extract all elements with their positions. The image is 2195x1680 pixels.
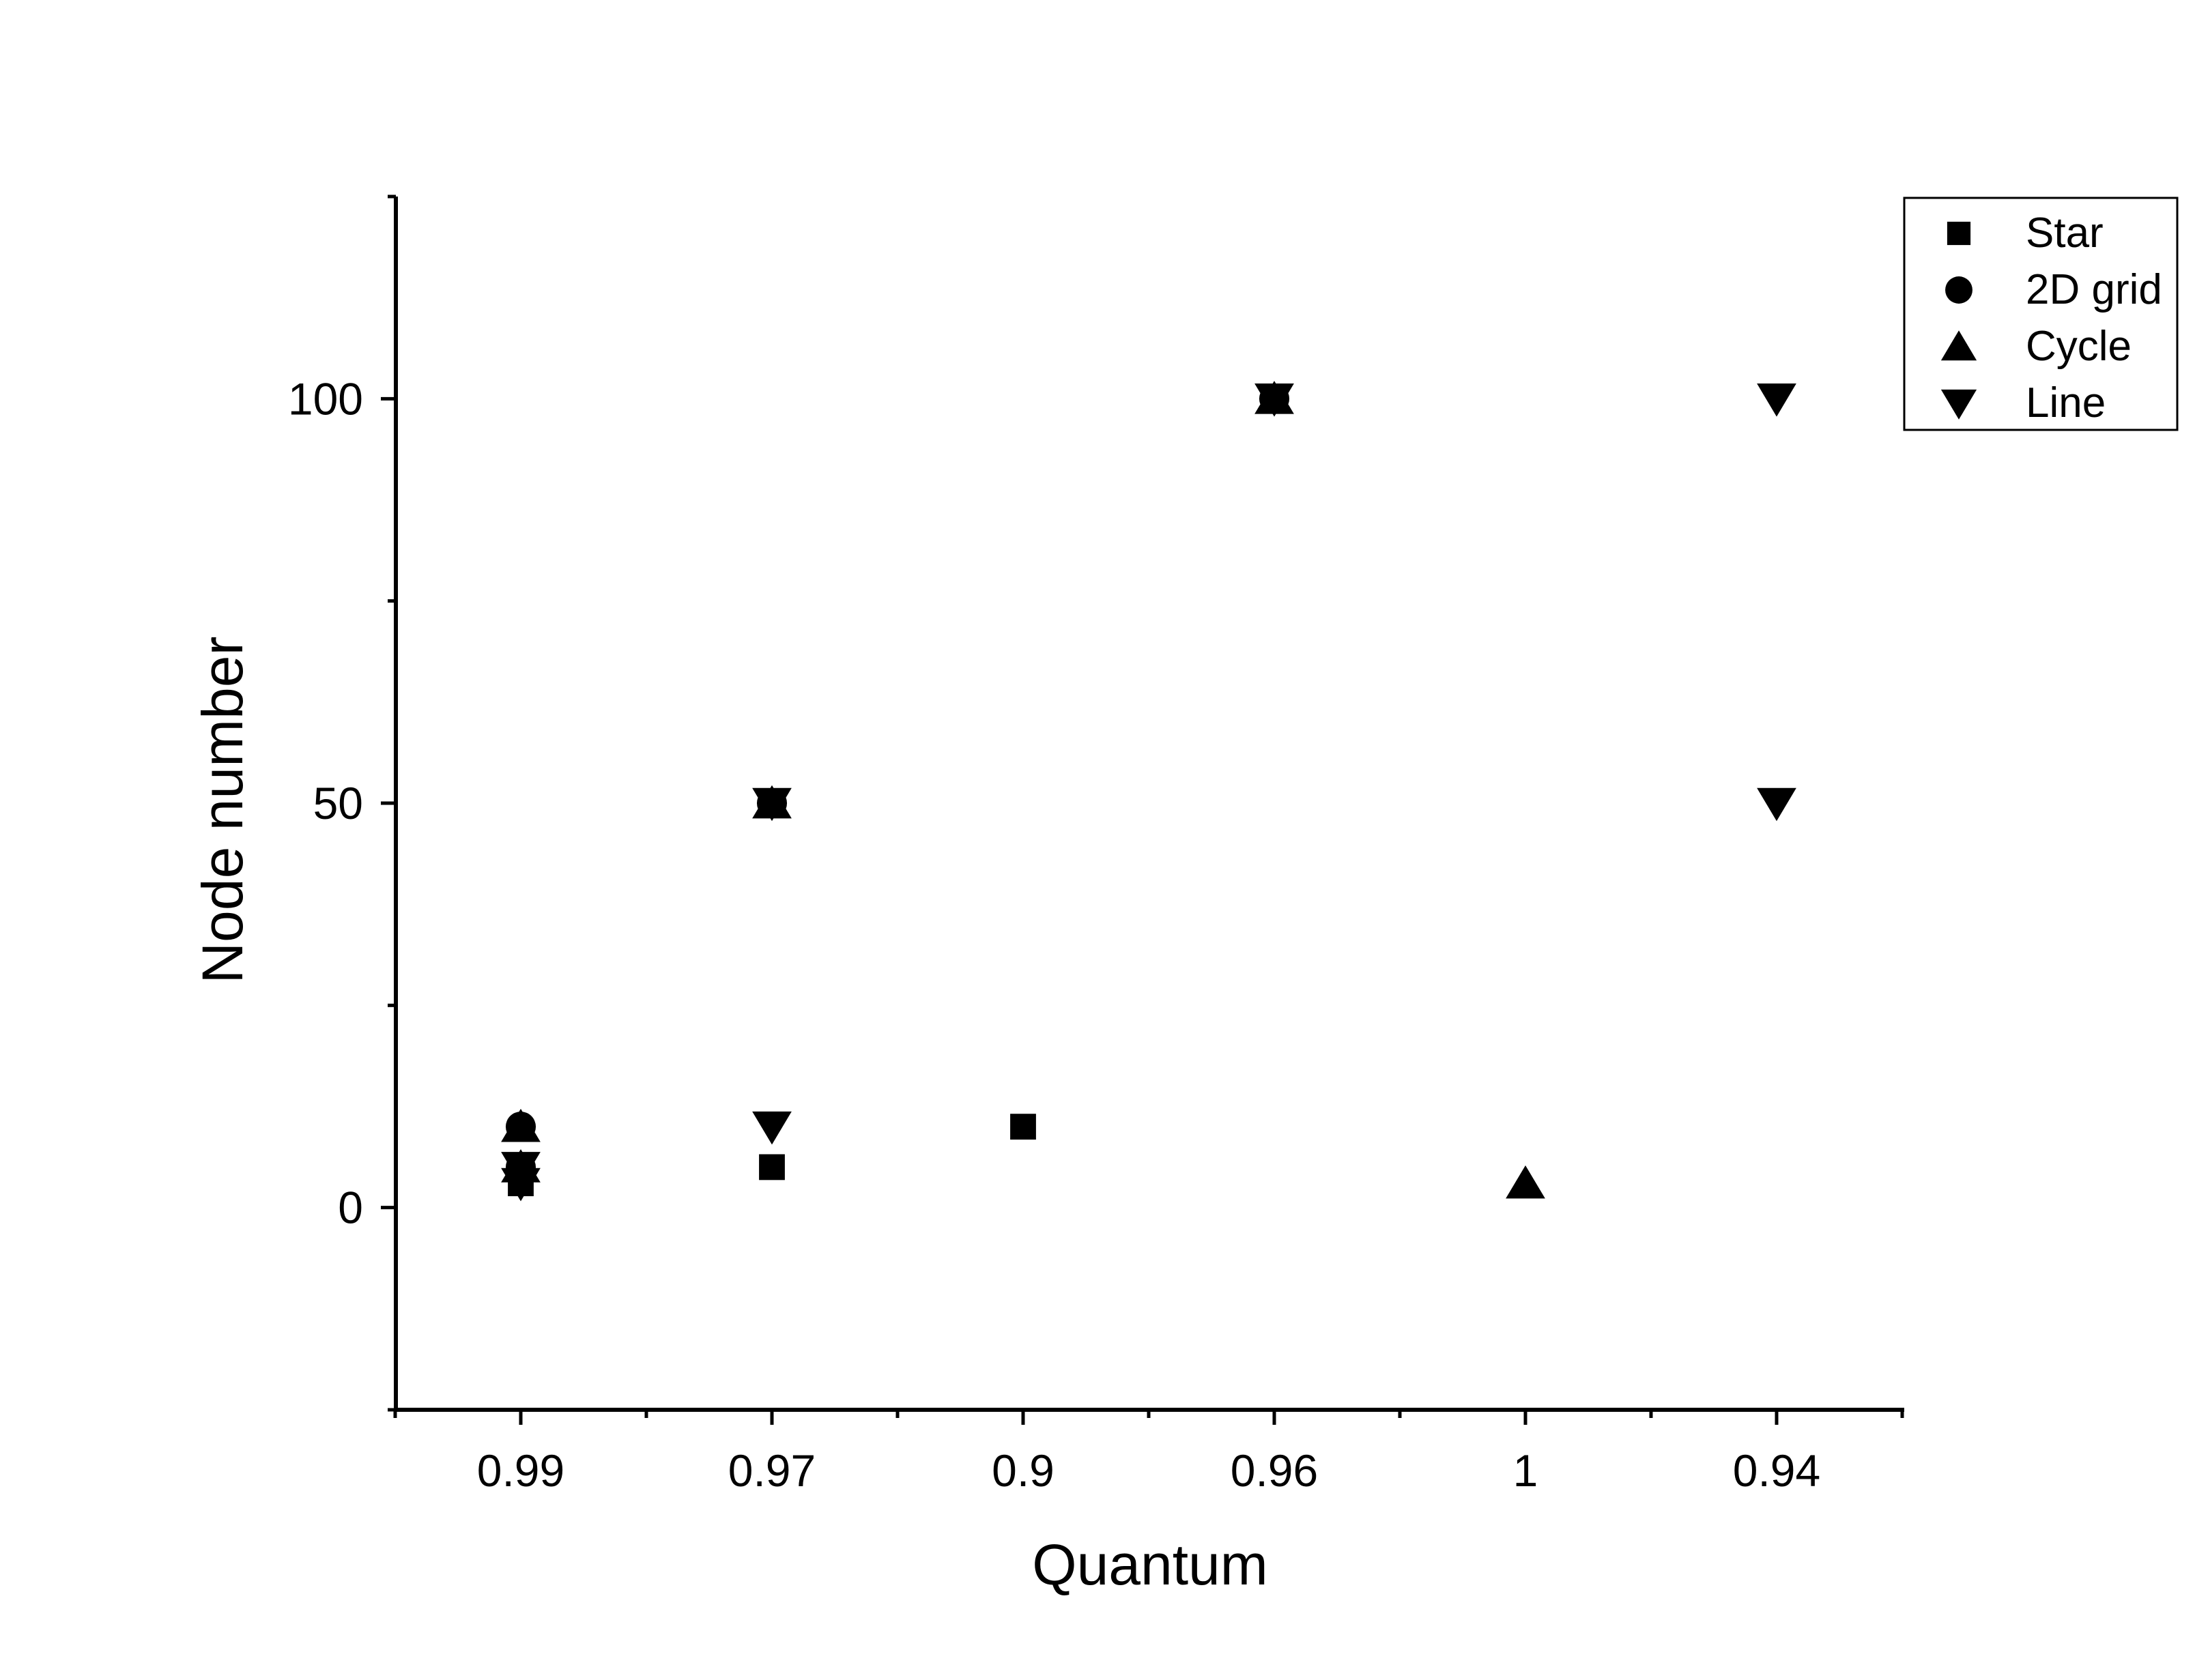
data-point-star: [759, 1154, 785, 1181]
legend-marker-star: [1947, 221, 1971, 246]
data-point-line: [501, 1152, 541, 1185]
x-tick-label: 0.9: [992, 1445, 1055, 1496]
axes: [394, 197, 1904, 1412]
data-point-cycle: [1506, 1165, 1545, 1199]
y-axis-title: Node number: [190, 637, 255, 984]
data-point-cycle: [501, 1108, 541, 1142]
y-axis-ticks: 0 50 100: [288, 194, 396, 1412]
legend-label-line: Line: [2026, 379, 2106, 426]
x-tick-label: 0.99: [477, 1445, 564, 1496]
x-tick-label: 0.94: [1733, 1445, 1820, 1496]
y-tick-label: 100: [288, 373, 363, 424]
x-tick-label: 1: [1513, 1445, 1538, 1496]
data-point-star: [1010, 1114, 1036, 1140]
legend-label-2d-grid: 2D grid: [2026, 266, 2162, 313]
y-tick-label: 50: [313, 778, 363, 828]
data-point-line: [1254, 383, 1294, 417]
legend-marker-line: [1940, 389, 1977, 420]
data-point-line: [1757, 383, 1796, 417]
legend: Star 2D grid Cycle Line: [1903, 197, 2179, 431]
data-point-line: [1757, 787, 1796, 822]
y-tick-label: 0: [338, 1183, 363, 1233]
data-point-line: [752, 1111, 792, 1145]
legend-label-cycle: Cycle: [2026, 323, 2132, 370]
plot-markers: [501, 381, 1796, 1202]
x-axis-title: Quantum: [1032, 1533, 1268, 1597]
x-axis-ticks: 0.99 0.97 0.9 0.96 1 0.94: [393, 1410, 1904, 1496]
x-tick-label: 0.96: [1231, 1445, 1318, 1496]
legend-marker-2d-grid: [1945, 276, 1972, 304]
x-tick-label: 0.97: [728, 1445, 816, 1496]
data-point-line: [752, 787, 792, 822]
legend-marker-cycle: [1940, 330, 1977, 361]
legend-label-star: Star: [2026, 209, 2104, 257]
